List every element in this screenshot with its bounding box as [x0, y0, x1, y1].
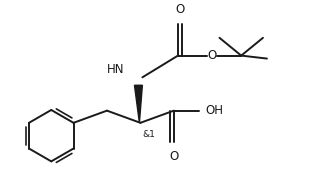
Text: &1: &1: [142, 130, 155, 139]
Text: O: O: [175, 3, 185, 16]
Text: O: O: [169, 150, 178, 163]
Polygon shape: [135, 85, 142, 123]
Text: OH: OH: [205, 104, 224, 117]
Text: HN: HN: [107, 63, 125, 76]
Text: O: O: [207, 49, 216, 62]
